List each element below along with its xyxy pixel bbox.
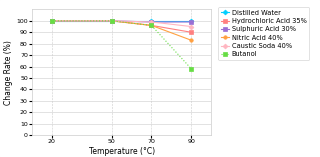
- Butanol: [189, 68, 193, 70]
- Distilled Water: [149, 20, 153, 22]
- Distilled Water: [110, 20, 114, 22]
- Sulphuric Acid 30%: [189, 21, 193, 23]
- Distilled Water: [189, 20, 193, 22]
- Hydrochloric Acid 35%: [149, 24, 153, 26]
- Caustic Soda 40%: [50, 20, 54, 22]
- Butanol: [149, 24, 153, 26]
- Nitric Acid 40%: [50, 20, 54, 22]
- Caustic Soda 40%: [110, 20, 114, 22]
- Caustic Soda 40%: [189, 26, 193, 27]
- Butanol: [110, 20, 114, 22]
- Line: Distilled Water: Distilled Water: [50, 19, 193, 23]
- X-axis label: Temperature (°C): Temperature (°C): [89, 147, 155, 156]
- Hydrochloric Acid 35%: [189, 31, 193, 33]
- Line: Hydrochloric Acid 35%: Hydrochloric Acid 35%: [50, 19, 193, 34]
- Sulphuric Acid 30%: [110, 20, 114, 22]
- Caustic Soda 40%: [149, 21, 153, 23]
- Hydrochloric Acid 35%: [110, 20, 114, 22]
- Sulphuric Acid 30%: [50, 20, 54, 22]
- Nitric Acid 40%: [189, 39, 193, 41]
- Line: Sulphuric Acid 30%: Sulphuric Acid 30%: [50, 19, 193, 24]
- Legend: Distilled Water, Hydrochloric Acid 35%, Sulphuric Acid 30%, Nitric Acid 40%, Cau: Distilled Water, Hydrochloric Acid 35%, …: [218, 7, 309, 60]
- Y-axis label: Change Rate (%): Change Rate (%): [4, 40, 13, 105]
- Nitric Acid 40%: [149, 24, 153, 26]
- Line: Caustic Soda 40%: Caustic Soda 40%: [50, 19, 193, 28]
- Line: Butanol: Butanol: [50, 19, 193, 70]
- Sulphuric Acid 30%: [149, 21, 153, 23]
- Hydrochloric Acid 35%: [50, 20, 54, 22]
- Distilled Water: [50, 20, 54, 22]
- Line: Nitric Acid 40%: Nitric Acid 40%: [50, 19, 193, 42]
- Butanol: [50, 20, 54, 22]
- Nitric Acid 40%: [110, 20, 114, 22]
